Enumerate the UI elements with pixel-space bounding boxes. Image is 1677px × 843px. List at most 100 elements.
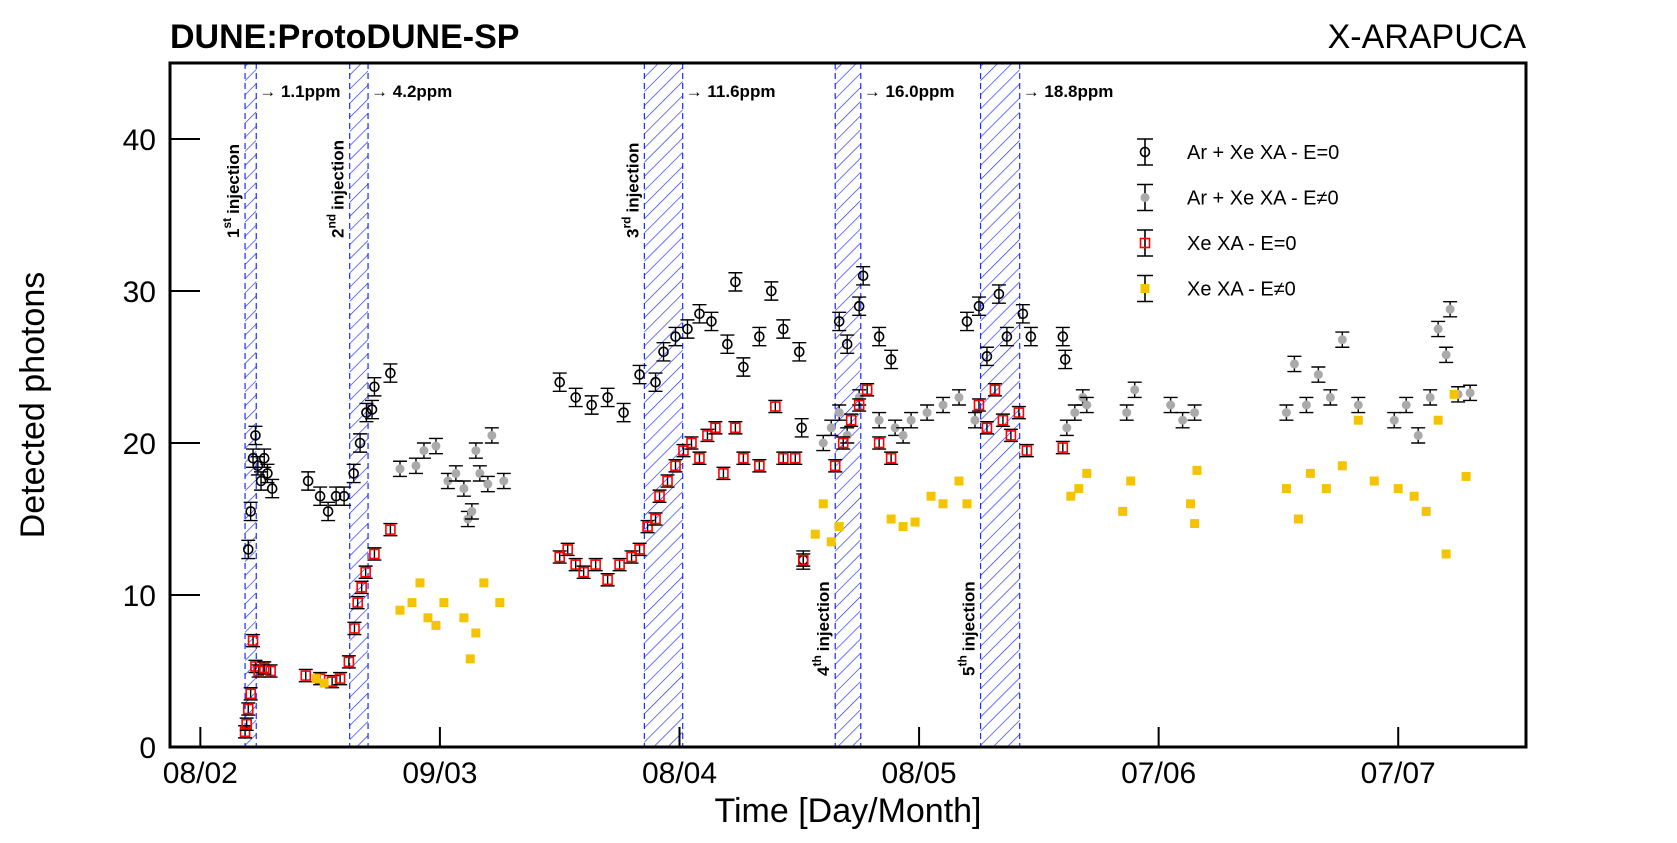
legend-label: Ar + Xe XA - E≠0 xyxy=(1187,188,1339,210)
point xyxy=(349,623,360,634)
point xyxy=(842,430,852,440)
point xyxy=(818,499,828,509)
error-bar xyxy=(383,363,398,383)
point xyxy=(1062,423,1072,433)
injection-label: 5th injection xyxy=(956,581,979,676)
point xyxy=(778,452,789,464)
error-bar xyxy=(736,357,751,377)
x-axis-label: Time [Day/Month] xyxy=(714,792,981,830)
point xyxy=(459,484,469,494)
y-axis-label: Detected photons xyxy=(14,272,52,539)
injection-ordinal: 3 xyxy=(623,229,642,238)
point xyxy=(253,665,264,677)
point xyxy=(356,582,367,593)
point xyxy=(467,506,477,516)
point xyxy=(826,537,836,547)
point xyxy=(642,521,653,532)
x-tick-label: 08/04 xyxy=(642,757,717,790)
point xyxy=(262,468,273,479)
point xyxy=(1001,331,1013,342)
point xyxy=(1070,408,1080,418)
injection-ordinal: 4 xyxy=(814,666,833,676)
point xyxy=(1441,350,1451,360)
point xyxy=(1433,415,1443,425)
point xyxy=(1449,389,1459,399)
point xyxy=(898,522,908,532)
legend-label: Xe XA - E=0 xyxy=(1187,233,1297,255)
point xyxy=(890,423,900,433)
point xyxy=(1074,484,1084,494)
error-bar xyxy=(728,272,743,292)
point xyxy=(670,460,681,472)
point xyxy=(451,468,461,478)
point xyxy=(853,300,865,312)
point xyxy=(898,430,908,440)
point xyxy=(818,438,828,448)
point xyxy=(554,376,566,388)
error-bar xyxy=(632,364,647,385)
point xyxy=(1178,415,1188,425)
injection-ordinal: 1 xyxy=(224,229,243,238)
injection-ordinal: 2 xyxy=(329,229,348,238)
ppm-label: → 18.8ppm xyxy=(1023,82,1114,101)
point xyxy=(241,718,252,730)
point xyxy=(1433,324,1443,334)
point xyxy=(730,276,741,288)
point xyxy=(411,461,421,471)
point xyxy=(1082,468,1092,478)
point xyxy=(302,475,314,487)
point xyxy=(1005,430,1017,441)
point xyxy=(886,514,896,524)
legend-marker xyxy=(1139,146,1151,158)
error-bar xyxy=(367,376,382,397)
point xyxy=(338,490,350,502)
x-tick-label: 09/03 xyxy=(402,757,477,790)
error-bar xyxy=(616,402,631,423)
point xyxy=(1421,506,1431,516)
point xyxy=(614,559,625,570)
point xyxy=(570,559,581,570)
point xyxy=(352,597,363,608)
error-bar xyxy=(884,349,899,370)
injection-text: injection xyxy=(814,581,833,651)
point xyxy=(1389,415,1399,425)
error-bar xyxy=(584,395,599,415)
point xyxy=(922,408,932,418)
point xyxy=(1445,304,1455,314)
point xyxy=(722,338,733,350)
error-bar xyxy=(680,319,695,339)
point xyxy=(954,392,964,402)
point xyxy=(1293,514,1303,524)
point xyxy=(797,554,809,566)
point xyxy=(1190,408,1200,418)
error-bar xyxy=(254,471,269,491)
point xyxy=(1013,407,1025,418)
point xyxy=(239,726,251,738)
point xyxy=(247,635,259,646)
point xyxy=(311,674,321,684)
error-bar xyxy=(265,478,280,499)
point xyxy=(385,524,396,535)
error-bar xyxy=(321,501,336,522)
point xyxy=(837,437,849,449)
injection-text: injection xyxy=(960,581,979,651)
point xyxy=(1281,408,1291,418)
point xyxy=(487,430,497,440)
point xyxy=(658,346,669,358)
legend-marker xyxy=(1139,237,1151,249)
error-bar xyxy=(1055,326,1070,347)
injection-ordinal: 5 xyxy=(960,667,979,676)
injection-suffix: rd xyxy=(619,217,633,229)
point xyxy=(738,452,749,464)
point xyxy=(973,399,985,411)
point xyxy=(578,566,589,578)
point xyxy=(1369,476,1379,486)
point xyxy=(322,506,334,517)
y-tick-label: 20 xyxy=(123,428,156,461)
error-bar xyxy=(764,281,779,301)
point xyxy=(471,446,481,456)
point xyxy=(423,613,433,623)
point xyxy=(361,407,372,418)
point xyxy=(710,422,721,434)
point xyxy=(938,400,948,410)
